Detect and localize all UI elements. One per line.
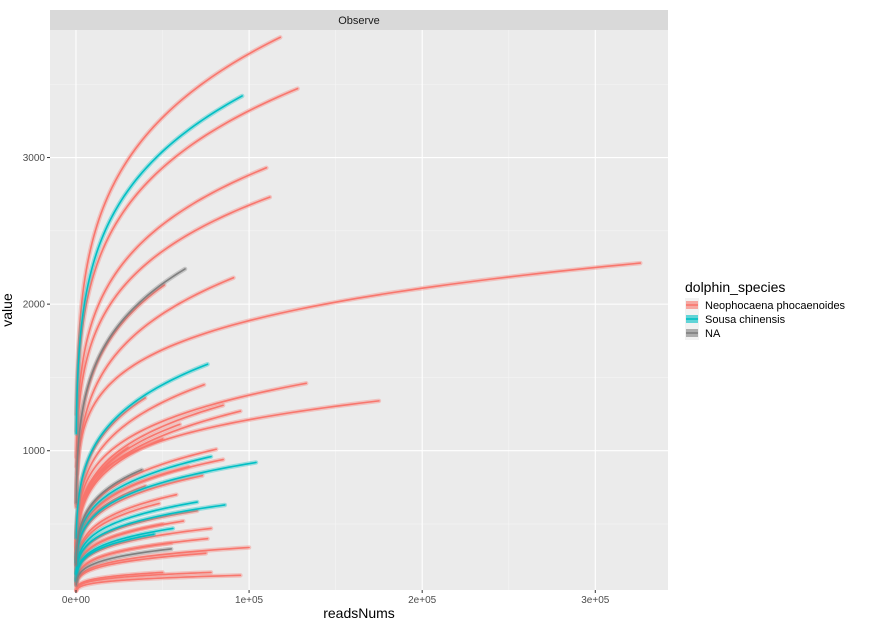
series-line (75, 533, 155, 583)
y-tick-label: 2000 (23, 300, 46, 311)
series-line (75, 523, 164, 580)
series-line (75, 276, 235, 506)
series-line (75, 87, 299, 432)
series-line (75, 574, 242, 592)
series-line (75, 167, 268, 458)
series-line (75, 502, 160, 575)
series-line (75, 548, 172, 586)
legend-label: Sousa chinensis (705, 314, 786, 326)
series-line (75, 95, 243, 435)
legend-label: NA (705, 328, 721, 340)
x-tick-label: 3e+05 (581, 595, 610, 606)
data-series (73, 35, 643, 594)
series-line (75, 455, 212, 563)
series-line (75, 571, 164, 591)
y-axis-title: value (0, 293, 15, 327)
legend: dolphin_species Neophocaena phocaenoides… (685, 279, 846, 340)
series-line (75, 504, 226, 575)
series-line (75, 468, 143, 566)
series-line (75, 571, 212, 591)
series-line (75, 383, 205, 544)
x-tick-label: 1e+05 (235, 595, 264, 606)
axes: 0e+00 1e+05 2e+05 3e+05 1000 2000 3000 (23, 153, 610, 606)
series-line (75, 36, 282, 416)
y-tick-label: 1000 (23, 446, 46, 457)
series-line (76, 262, 642, 475)
series-line (75, 501, 198, 574)
series-line (75, 268, 186, 504)
facet-strip (50, 10, 668, 30)
series-line (75, 438, 164, 558)
series-line (75, 461, 257, 564)
series-line (75, 542, 172, 585)
series-line (75, 552, 207, 587)
facet-label: Observe (338, 15, 380, 27)
legend-entries: Neophocaena phocaenoides Sousa chinensis N… (685, 298, 846, 340)
x-tick-label: 0e+00 (62, 595, 91, 606)
series-line (75, 546, 250, 586)
legend-title: dolphin_species (685, 279, 785, 295)
x-axis-title: readsNums (323, 605, 395, 621)
plot-panel (50, 30, 668, 590)
legend-label: Neophocaena phocaenoides (705, 300, 846, 312)
series-line (75, 196, 271, 468)
series-line (75, 382, 308, 537)
series-line (75, 363, 209, 539)
x-tick-label: 2e+05 (408, 595, 437, 606)
y-tick-label: 3000 (23, 153, 46, 164)
